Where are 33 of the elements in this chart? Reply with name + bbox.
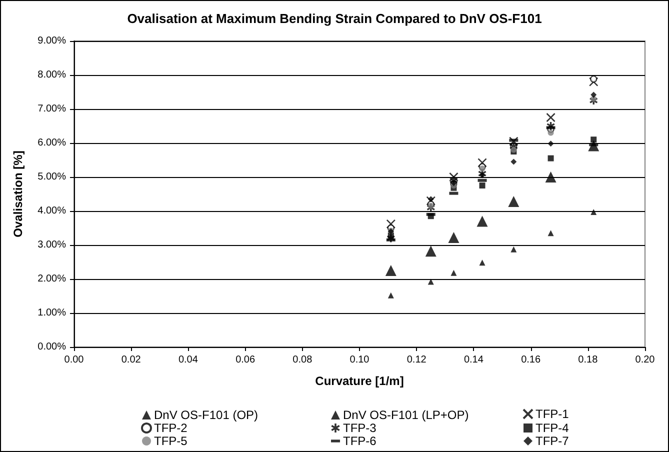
x-tick-label: 0.06 — [236, 354, 256, 366]
legend-label: TFP-7 — [536, 434, 570, 448]
y-tick-label: 3.00% — [38, 240, 66, 250]
y-tick-label: 2.00% — [38, 274, 66, 284]
x-tick-label: 0.16 — [521, 354, 541, 366]
y-tick-label: 9.00% — [38, 36, 66, 46]
legend-label: TFP-6 — [343, 434, 377, 448]
legend-label: DnV OS-F101 (LP+OP) — [343, 408, 469, 422]
x-tick-label: 0.00 — [64, 354, 84, 366]
y-tick-label: 8.00% — [38, 70, 66, 80]
x-tick-label: 0.10 — [350, 354, 370, 366]
x-tick-label: 0.14 — [464, 354, 484, 366]
legend-label: TFP-3 — [343, 421, 377, 435]
x-tick-label: 0.04 — [178, 354, 198, 366]
legend-label: TFP-4 — [536, 421, 570, 435]
x-tick-label: 0.12 — [406, 354, 427, 366]
chart-title: Ovalisation at Maximum Bending Strain Compared to DnV OS-F101 — [127, 11, 542, 26]
legend-label: DnV OS-F101 (OP) — [154, 408, 258, 422]
y-axis-title: Ovalisation [%] — [11, 150, 25, 238]
legend-label: TFP-5 — [154, 434, 188, 448]
y-tick-label: 1.00% — [38, 308, 66, 318]
x-tick-label: 0.08 — [292, 354, 313, 366]
y-tick-label: 0.00% — [38, 342, 66, 352]
y-tick-label: 5.00% — [38, 172, 66, 182]
y-tick-label: 7.00% — [38, 104, 66, 114]
x-tick-label: 0.02 — [121, 354, 142, 366]
x-tick-label: 0.18 — [578, 354, 598, 366]
x-tick-label: 0.20 — [635, 354, 656, 366]
legend-label: TFP-2 — [154, 421, 188, 435]
legend-label: TFP-1 — [536, 407, 570, 421]
x-axis-title: Curvature [1/m] — [315, 374, 404, 388]
y-tick-label: 4.00% — [38, 206, 66, 216]
y-tick-label: 6.00% — [38, 138, 66, 148]
